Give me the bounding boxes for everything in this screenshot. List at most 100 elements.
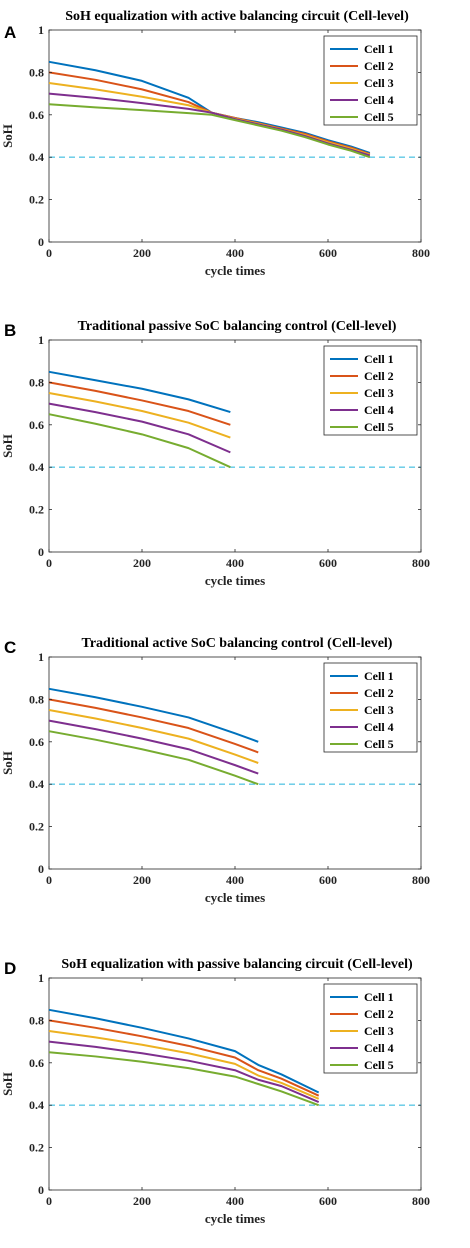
y-tick-label: 0.4 — [29, 1098, 44, 1112]
series-line-cell-3 — [48, 709, 259, 764]
legend-label-cell-3: Cell 3 — [364, 76, 394, 90]
y-tick-label: 1 — [38, 333, 44, 347]
series-line-cell-5 — [48, 413, 231, 469]
x-tick-label: 400 — [226, 873, 244, 887]
y-tick-label: 0 — [38, 545, 44, 559]
y-axis-label: SoH — [0, 751, 15, 775]
y-tick-label: 1 — [38, 650, 44, 664]
series-line-cell-4 — [48, 1040, 320, 1103]
legend-label-cell-1: Cell 1 — [364, 669, 394, 683]
legend-label-cell-5: Cell 5 — [364, 1058, 394, 1072]
panel-letter: C — [4, 638, 16, 657]
series-line-cell-5 — [48, 730, 259, 786]
legend: Cell 1 Cell 2 Cell 3 Cell 4 Cell 5 — [323, 345, 418, 436]
panel-letter: A — [4, 23, 16, 42]
y-tick-label: 0 — [38, 1183, 44, 1197]
legend-label-cell-5: Cell 5 — [364, 737, 394, 751]
y-axis-label: SoH — [0, 124, 15, 148]
y-tick-label: 0.6 — [29, 108, 44, 122]
x-tick-label: 800 — [412, 873, 430, 887]
x-tick-label: 400 — [226, 556, 244, 570]
legend-label-cell-2: Cell 2 — [364, 369, 394, 383]
y-tick-label: 0.2 — [29, 193, 44, 207]
chart-panel-d: D SoH equalization with passive balancing… — [0, 957, 430, 1226]
y-tick-label: 0.6 — [29, 735, 44, 749]
legend-label-cell-5: Cell 5 — [364, 420, 394, 434]
series-line-cell-3 — [48, 1030, 320, 1100]
x-axis-label: cycle times — [205, 1211, 265, 1226]
x-tick-label: 200 — [133, 246, 151, 260]
legend-label-cell-3: Cell 3 — [364, 703, 394, 717]
legend: Cell 1 Cell 2 Cell 3 Cell 4 Cell 5 — [323, 662, 418, 753]
series-line-cell-5 — [48, 103, 371, 159]
chart-panel-a: A SoH equalization with active balancing … — [0, 9, 430, 278]
series-line-cell-4 — [48, 719, 259, 775]
series-line-cell-4 — [48, 402, 231, 454]
legend: Cell 1 Cell 2 Cell 3 Cell 4 Cell 5 — [323, 35, 418, 126]
x-tick-label: 600 — [319, 873, 337, 887]
series-line-cell-5 — [48, 1051, 320, 1107]
x-tick-label: 400 — [226, 246, 244, 260]
y-tick-label: 0 — [38, 235, 44, 249]
chart-title: Traditional active SoC balancing control… — [82, 636, 393, 651]
x-tick-label: 600 — [319, 556, 337, 570]
x-tick-label: 800 — [412, 556, 430, 570]
legend-label-cell-2: Cell 2 — [364, 686, 394, 700]
legend-label-cell-2: Cell 2 — [364, 1007, 394, 1021]
chart-title: SoH equalization with passive balancing … — [61, 957, 413, 972]
panel-letter: B — [4, 321, 16, 340]
legend-box — [323, 35, 418, 126]
x-tick-label: 400 — [226, 1194, 244, 1208]
chart-panel-b: B Traditional passive SoC balancing contr… — [0, 319, 430, 588]
y-tick-label: 0.6 — [29, 1056, 44, 1070]
x-tick-label: 0 — [46, 556, 52, 570]
x-tick-label: 200 — [133, 556, 151, 570]
x-axis-label: cycle times — [205, 890, 265, 905]
chart-title: Traditional passive SoC balancing contro… — [78, 319, 397, 334]
y-tick-label: 1 — [38, 23, 44, 37]
legend-box — [323, 662, 418, 753]
y-tick-label: 0.4 — [29, 460, 44, 474]
series-line-cell-1 — [48, 370, 231, 414]
y-tick-label: 0.8 — [29, 65, 44, 79]
x-axis-label: cycle times — [205, 263, 265, 278]
y-tick-label: 1 — [38, 971, 44, 985]
series-line-cell-4 — [48, 92, 371, 157]
legend-label-cell-2: Cell 2 — [364, 59, 394, 73]
legend-label-cell-1: Cell 1 — [364, 352, 394, 366]
x-tick-label: 600 — [319, 246, 337, 260]
y-axis-label: SoH — [0, 1072, 15, 1096]
y-tick-label: 0.4 — [29, 150, 44, 164]
chart-title: SoH equalization with active balancing c… — [65, 9, 409, 24]
legend-box — [323, 345, 418, 436]
y-tick-label: 0.8 — [29, 375, 44, 389]
y-tick-label: 0.2 — [29, 1141, 44, 1155]
legend-label-cell-5: Cell 5 — [364, 110, 394, 124]
y-tick-label: 0.2 — [29, 820, 44, 834]
legend-label-cell-3: Cell 3 — [364, 1024, 394, 1038]
y-tick-label: 0.8 — [29, 1013, 44, 1027]
x-tick-label: 800 — [412, 1194, 430, 1208]
y-tick-label: 0.4 — [29, 777, 44, 791]
legend-label-cell-4: Cell 4 — [364, 1041, 394, 1055]
series-line-cell-1 — [48, 687, 259, 743]
series-line-cell-2 — [48, 698, 259, 754]
legend-label-cell-1: Cell 1 — [364, 42, 394, 56]
legend-label-cell-3: Cell 3 — [364, 386, 394, 400]
y-tick-label: 0.8 — [29, 692, 44, 706]
legend-label-cell-4: Cell 4 — [364, 720, 394, 734]
series-line-cell-1 — [48, 1008, 320, 1094]
legend: Cell 1 Cell 2 Cell 3 Cell 4 Cell 5 — [323, 983, 418, 1074]
legend-label-cell-4: Cell 4 — [364, 403, 394, 417]
x-tick-label: 0 — [46, 1194, 52, 1208]
chart-panel-c: C Traditional active SoC balancing contro… — [0, 636, 430, 905]
y-tick-label: 0.6 — [29, 418, 44, 432]
x-tick-label: 200 — [133, 873, 151, 887]
series-line-cell-3 — [48, 392, 231, 439]
x-tick-label: 0 — [46, 873, 52, 887]
x-tick-label: 200 — [133, 1194, 151, 1208]
legend-label-cell-1: Cell 1 — [364, 990, 394, 1004]
series-line-cell-2 — [48, 381, 231, 426]
x-tick-label: 600 — [319, 1194, 337, 1208]
